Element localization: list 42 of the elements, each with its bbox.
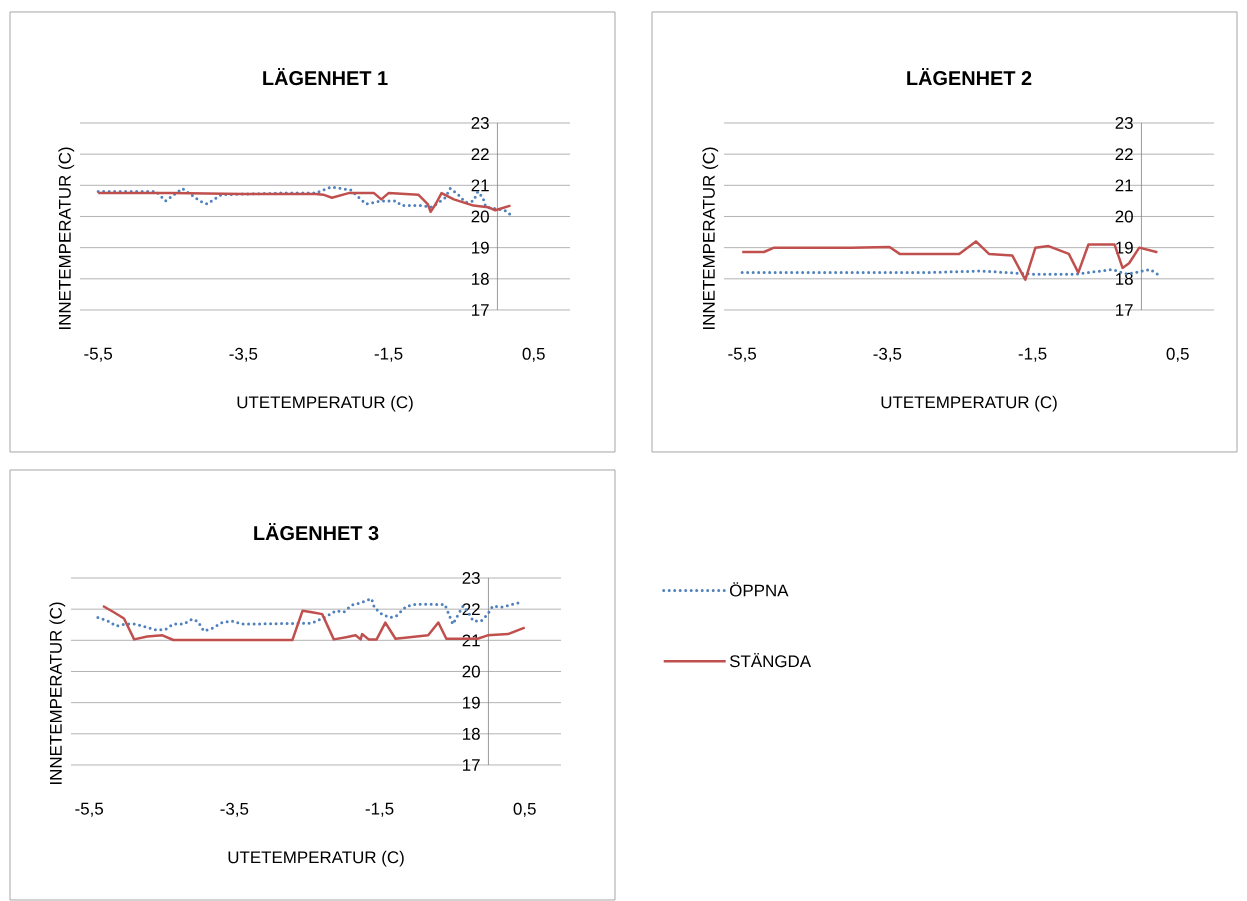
x-tick-label: -5,5 (728, 347, 757, 362)
x-tick-label: -1,5 (365, 802, 394, 817)
chart-title: LÄGENHET 2 (907, 67, 1032, 86)
x-tick-label: -5,5 (84, 347, 113, 362)
y-tick-label: 17 (463, 759, 480, 771)
y-tick-label: 22 (1115, 148, 1133, 161)
y-tick-label: 19 (463, 696, 480, 709)
y-tick-label: 23 (462, 571, 480, 584)
y-tick-label: 18 (1116, 272, 1133, 285)
y-axis-title: INNETEMPERATUR (C) (49, 602, 66, 784)
y-tick-label: 23 (471, 116, 489, 129)
y-tick-label: 17 (1116, 304, 1133, 316)
y-tick-label: 20 (1115, 210, 1133, 223)
y-tick-label: 21 (1115, 179, 1133, 192)
y-axis-title: INNETEMPERATUR (C) (58, 147, 75, 329)
x-axis-title: UTETEMPERATUR (C) (228, 850, 404, 867)
x-tick-label: -1,5 (1018, 347, 1047, 362)
chart-title: LÄGENHET 1 (263, 67, 388, 86)
y-tick-label: 20 (471, 210, 489, 223)
x-axis-title: UTETEMPERATUR (C) (881, 395, 1057, 412)
x-tick-label: 0,5 (522, 347, 545, 362)
y-tick-label: 21 (471, 179, 489, 192)
y-axis-title: INNETEMPERATUR (C) (702, 147, 719, 329)
x-tick-label: 0,5 (1166, 347, 1189, 362)
y-tick-label: 19 (472, 241, 489, 254)
x-tick-label: -5,5 (75, 802, 104, 817)
y-tick-label: 17 (472, 304, 489, 316)
y-tick-label: 23 (1115, 116, 1133, 129)
y-tick-label: 22 (471, 148, 489, 161)
x-tick-label: -1,5 (374, 347, 403, 362)
x-tick-label: -3,5 (229, 347, 258, 362)
y-tick-label: 19 (1116, 241, 1133, 254)
y-tick-label: 20 (462, 665, 480, 678)
x-tick-label: -3,5 (220, 802, 249, 817)
legend-label: STÄNGDA (729, 652, 812, 668)
y-tick-label: 18 (463, 727, 480, 740)
x-tick-label: -3,5 (873, 347, 902, 362)
legend-label: ÖPPNA (729, 582, 789, 597)
y-tick-label: 18 (472, 272, 489, 285)
x-tick-label: 0,5 (513, 802, 536, 817)
chart-title: LÄGENHET 3 (254, 522, 379, 541)
x-axis-title: UTETEMPERATUR (C) (237, 395, 413, 412)
